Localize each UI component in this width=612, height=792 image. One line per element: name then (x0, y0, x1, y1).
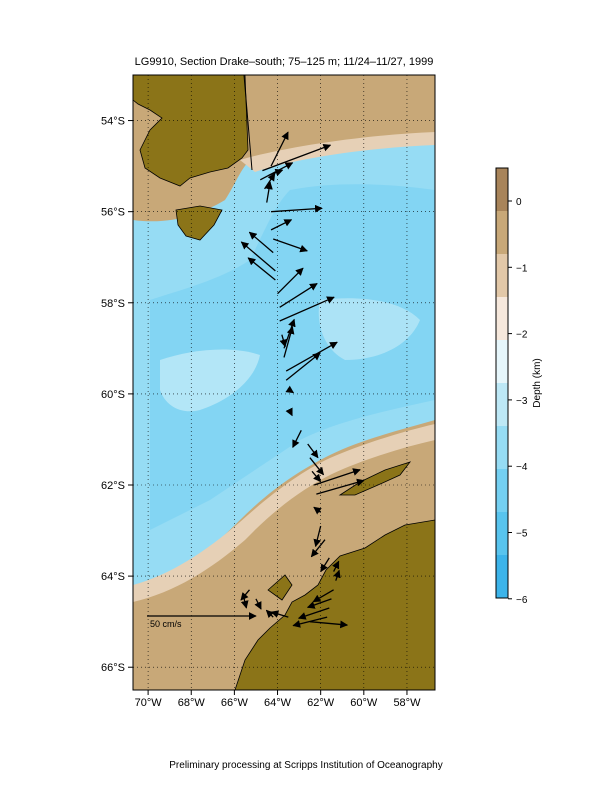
colorbar-frame (495, 167, 509, 599)
lat-tick-label: 60°S (101, 389, 125, 401)
current-vector (313, 506, 322, 515)
depth-colorbar: 0 −1 −2 −3 −4 −5 −6 Depth (km) (495, 167, 543, 606)
lat-tick-label: 66°S (101, 662, 125, 674)
current-vector (333, 569, 341, 581)
current-vector (292, 430, 302, 449)
current-vector (313, 525, 322, 548)
lat-tick-label: 54°S (101, 116, 125, 128)
current-vector (312, 589, 334, 603)
deep-ocean-core (150, 184, 435, 530)
map-frame (132, 74, 436, 691)
colorbar-tick-label: −3 (516, 396, 528, 407)
current-vector (277, 267, 304, 295)
current-vector (310, 539, 326, 558)
current-vector (262, 143, 332, 172)
current-vector (265, 181, 273, 203)
colorbar-cells (496, 168, 508, 599)
colorbar-label: Depth (km) (532, 358, 543, 407)
current-vector (309, 620, 349, 629)
land-south-america-islands (175, 205, 223, 241)
current-vector (306, 598, 332, 609)
deep-ocean-light-patch-2 (318, 298, 420, 360)
lat-tick-label: 56°S (101, 207, 125, 219)
land-south-america (133, 75, 249, 187)
current-vector (270, 610, 289, 618)
colorbar-tick-label: −6 (516, 595, 528, 606)
current-vector (307, 443, 319, 459)
colorbar-cell (496, 297, 508, 341)
colorbar-cell (496, 254, 508, 298)
lon-tick-label: 70°W (135, 697, 163, 709)
current-vector (271, 204, 323, 213)
colorbar-cell (496, 555, 508, 599)
current-vector (240, 241, 276, 272)
longitude-axis: 70°W 68°W 66°W 64°W 62°W 60°W 58°W (135, 690, 421, 709)
current-vector (285, 341, 338, 372)
lon-tick-label: 58°W (393, 697, 421, 709)
lon-tick-label: 68°W (178, 697, 206, 709)
current-vector (311, 470, 322, 483)
current-vector (254, 598, 262, 610)
colorbar-cell (496, 426, 508, 470)
colorbar-cell (496, 383, 508, 427)
current-vector (316, 478, 365, 495)
lon-tick-label: 66°W (221, 697, 249, 709)
current-vector (279, 296, 335, 322)
current-vector (265, 609, 275, 619)
current-vector (279, 282, 318, 308)
current-vector (309, 457, 324, 476)
deep-ocean-light-patch (160, 349, 260, 412)
current-vector (285, 352, 321, 381)
lon-tick-label: 64°W (264, 697, 292, 709)
bathymetry-map (133, 75, 435, 690)
colorbar-tick-label: 0 (516, 197, 522, 208)
current-vectors (240, 131, 365, 629)
colorbar-cell (496, 211, 508, 255)
current-vector (320, 557, 330, 573)
colorbar-tick-label: −1 (516, 263, 528, 274)
map-title: LG9910, Section Drake–south; 75–125 m; 1… (135, 56, 434, 68)
current-vector (313, 468, 361, 486)
colorbar-tick-label: −4 (516, 462, 528, 473)
current-vector (270, 219, 293, 231)
latitude-axis: 54°S 56°S 58°S 60°S 62°S 64°S 66°S (101, 116, 133, 674)
lat-tick-label: 62°S (101, 480, 125, 492)
colorbar-cell (496, 168, 508, 212)
colorbar-tick-label: −5 (516, 529, 528, 540)
lat-tick-label: 58°S (101, 298, 125, 310)
current-vector (272, 238, 308, 253)
colorbar-cell (496, 512, 508, 556)
lat-tick-label: 64°S (101, 571, 125, 583)
scale-arrow: 50 cm/s (147, 612, 257, 629)
footer-credit: Preliminary processing at Scripps Instit… (169, 760, 442, 771)
graticule (133, 75, 435, 690)
current-vector (285, 385, 295, 394)
lon-tick-label: 60°W (350, 697, 378, 709)
current-vector (247, 257, 276, 281)
land-antarctic-peninsula (234, 519, 435, 690)
land-small-island (267, 574, 293, 601)
ship-track-north (243, 75, 253, 171)
current-vector (240, 594, 249, 609)
current-vector (297, 607, 330, 620)
colorbar-ticks: 0 −1 −2 −3 −4 −5 −6 (508, 197, 528, 606)
continental-slope-north (240, 132, 435, 172)
current-vector (285, 407, 293, 417)
continental-slope-south (133, 424, 435, 602)
current-vector (240, 589, 250, 601)
scale-arrow-label: 50 cm/s (150, 619, 182, 629)
current-vector (268, 168, 284, 177)
lon-tick-label: 62°W (307, 697, 335, 709)
current-vector (283, 326, 295, 358)
colorbar-tick-label: −2 (516, 330, 528, 341)
colorbar-cell (496, 340, 508, 384)
current-vector (248, 231, 274, 254)
current-vector (270, 131, 289, 167)
colorbar-cell (496, 469, 508, 513)
